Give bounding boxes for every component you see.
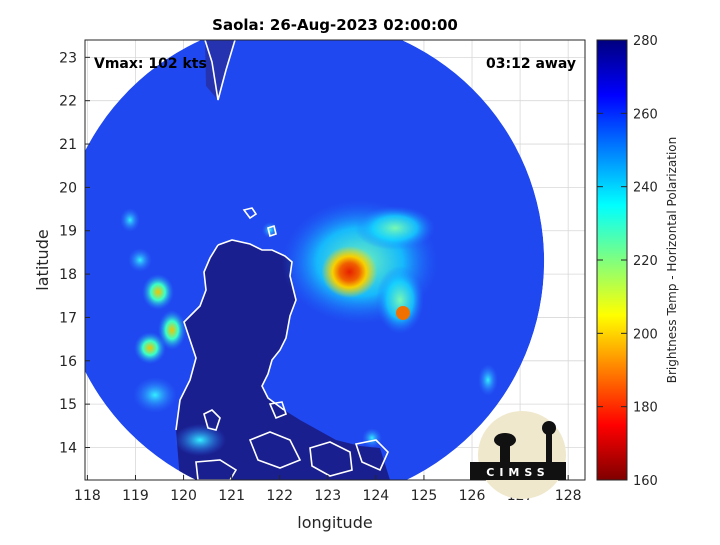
rainband xyxy=(376,266,424,334)
coastline xyxy=(195,459,238,480)
y-tick-label: 14 xyxy=(59,440,77,456)
y-tick-label: 23 xyxy=(59,50,77,66)
rainband xyxy=(355,206,435,250)
logo-text: CIMSS xyxy=(486,466,549,479)
colorbar-tick-label: 220 xyxy=(633,254,658,269)
y-tick-label: 18 xyxy=(59,267,77,283)
rainband xyxy=(478,364,498,396)
rainband xyxy=(362,428,382,448)
logo-dish xyxy=(494,433,516,447)
west-cell xyxy=(158,310,186,350)
west-cell xyxy=(133,377,177,413)
coastline xyxy=(354,439,389,472)
x-tick-label: 121 xyxy=(218,488,245,504)
logo-dish-stand xyxy=(500,444,510,462)
coastline xyxy=(203,409,221,431)
coastline xyxy=(268,401,287,420)
y-tick-label: 19 xyxy=(59,224,77,240)
colorbar-tick-label: 200 xyxy=(633,327,658,342)
coastline xyxy=(267,224,277,238)
luzon-land xyxy=(176,240,390,480)
colorbar-ticks: 160 180 200 220 240 260 280 xyxy=(597,34,658,489)
x-tick-label: 125 xyxy=(411,488,438,504)
coastline xyxy=(217,239,297,411)
y-tick-label: 16 xyxy=(59,354,77,370)
y-axis-ticks: 14 15 16 17 18 19 20 21 22 23 xyxy=(59,50,90,456)
coastline xyxy=(309,441,353,477)
coastline xyxy=(242,207,258,220)
rainband-cell xyxy=(396,306,410,320)
logo-tower-top xyxy=(542,421,556,435)
west-cell xyxy=(134,332,166,364)
coastline xyxy=(204,40,236,101)
vmax-label: Vmax: 102 kts xyxy=(94,56,207,72)
chart-title: Saola: 26-Aug-2023 02:00:00 xyxy=(212,16,458,34)
colorbar-tick-label: 180 xyxy=(633,401,658,416)
microwave-swath xyxy=(85,40,545,480)
coastline xyxy=(175,244,219,431)
colorbar-tick-label: 280 xyxy=(633,34,658,49)
typhoon-eye xyxy=(321,245,378,298)
axes-frame xyxy=(84,39,586,481)
west-cell xyxy=(174,424,226,456)
y-tick-label: 15 xyxy=(59,397,77,413)
logo-banner xyxy=(470,462,566,480)
time-offset-label: 03:12 away xyxy=(486,56,576,72)
west-cell xyxy=(128,248,152,272)
x-tick-label: 126 xyxy=(459,488,486,504)
west-cell xyxy=(142,274,174,310)
y-tick-label: 17 xyxy=(59,310,77,326)
land-top xyxy=(205,40,235,100)
west-cell xyxy=(120,208,140,232)
colorbar-tick-label: 160 xyxy=(633,474,658,489)
x-tick-label: 118 xyxy=(74,488,101,504)
x-tick-label: 120 xyxy=(170,488,197,504)
colorbar-tick-label: 260 xyxy=(633,107,658,122)
y-axis-label: latitude xyxy=(33,229,52,290)
x-axis-label: longitude xyxy=(297,513,372,532)
cimss-logo: CIMSS xyxy=(470,411,566,499)
y-tick-label: 21 xyxy=(59,137,77,153)
x-tick-label: 124 xyxy=(362,488,389,504)
x-tick-label: 128 xyxy=(555,488,582,504)
y-tick-label: 20 xyxy=(59,180,77,196)
x-tick-label: 122 xyxy=(266,488,293,504)
logo-tower xyxy=(546,432,552,462)
colorbar-tick-label: 240 xyxy=(633,181,658,196)
x-tick-label: 119 xyxy=(122,488,149,504)
y-tick-label: 22 xyxy=(59,94,77,110)
x-tick-label: 123 xyxy=(314,488,341,504)
coastlines xyxy=(175,40,389,480)
colorbar-label: Brightness Temp - Horizontal Polarizatio… xyxy=(665,137,679,384)
coastline xyxy=(248,431,302,469)
